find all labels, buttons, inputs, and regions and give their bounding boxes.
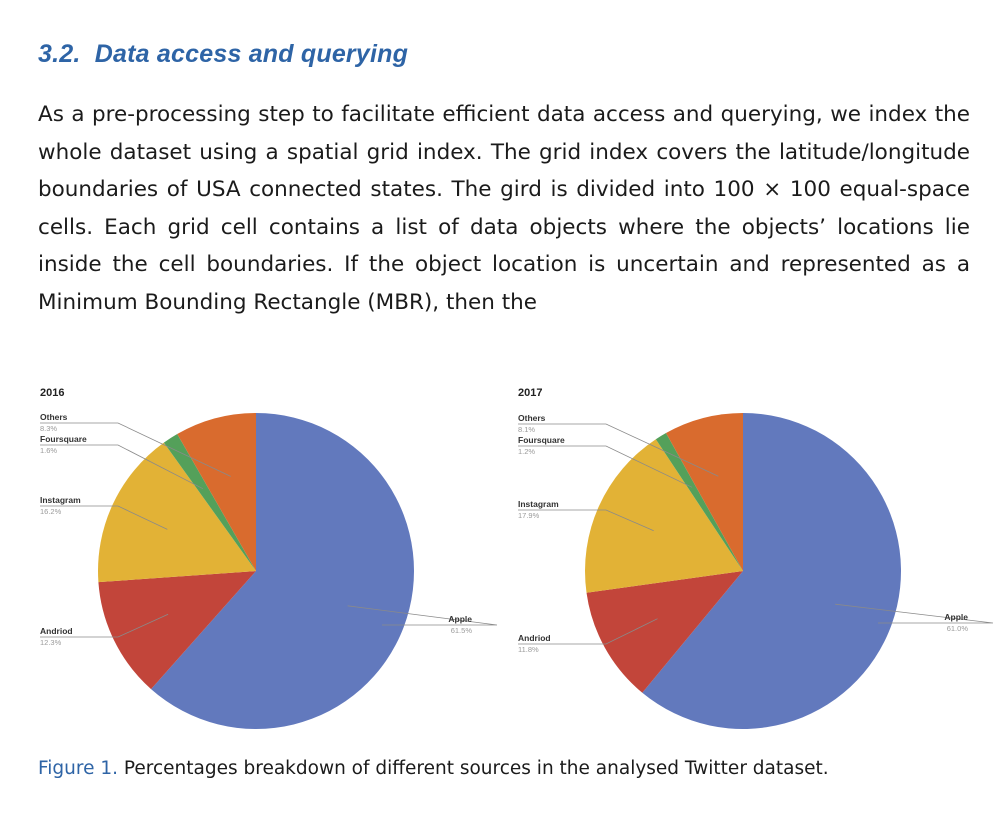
pie-slice-instagram bbox=[98, 442, 256, 583]
leader-line-andriod bbox=[40, 613, 169, 638]
body-paragraph: As a pre-processing step to facilitate e… bbox=[38, 102, 970, 315]
pie-slice-foursquare bbox=[163, 434, 256, 571]
chart-title: 2017 bbox=[518, 387, 542, 399]
slice-label-andriod: Andriod bbox=[518, 633, 551, 643]
slice-label-instagram: Instagram bbox=[40, 495, 81, 505]
pie-slice-foursquare bbox=[655, 433, 743, 571]
pie-slice-others bbox=[177, 413, 256, 571]
slice-percent-foursquare: 1.6% bbox=[40, 446, 57, 455]
pie-slice-apple bbox=[642, 413, 902, 729]
leader-line-others bbox=[518, 423, 719, 477]
pie-slice-apple bbox=[151, 413, 415, 729]
leader-line-instagram bbox=[518, 509, 654, 532]
pie-chart-2017: 2017 Apple 61.0% Andriod 11.8% Instagram 17.9%… bbox=[518, 387, 994, 729]
section-number: 3.2. bbox=[38, 40, 81, 68]
slice-percent-others: 8.1% bbox=[518, 425, 535, 434]
slice-label-others: Others bbox=[518, 413, 546, 423]
pie-chart-2016: 2016 Apple 61.5% Andriod 12.3% Instagram 16.2%… bbox=[40, 387, 498, 729]
slice-percent-apple: 61.5% bbox=[451, 626, 473, 635]
slice-label-others: Others bbox=[40, 412, 68, 422]
slice-label-apple: Apple bbox=[944, 612, 968, 622]
pie-slice-instagram bbox=[585, 439, 743, 593]
leader-line-instagram bbox=[40, 505, 168, 530]
leader-line-foursquare bbox=[518, 445, 693, 488]
slice-percent-apple: 61.0% bbox=[947, 624, 969, 633]
figure-caption-text: Percentages breakdown of different sourc… bbox=[123, 758, 829, 779]
leader-line-apple bbox=[347, 605, 498, 626]
slice-percent-andriod: 11.8% bbox=[518, 645, 539, 654]
slice-label-apple: Apple bbox=[448, 614, 472, 624]
pie-slice-others bbox=[666, 413, 743, 571]
section-title: Data access and querying bbox=[94, 40, 409, 68]
figure-label: Figure 1. bbox=[38, 758, 119, 779]
pie-slice-andriod bbox=[586, 571, 743, 693]
slice-percent-instagram: 16.2% bbox=[40, 507, 62, 516]
slice-percent-instagram: 17.9% bbox=[518, 511, 540, 520]
leader-line-apple bbox=[835, 603, 994, 624]
figure-charts: 2016 Apple 61.5% Andriod 12.3% Instagram 16.2%… bbox=[0, 378, 1001, 738]
slice-percent-others: 8.3% bbox=[40, 424, 57, 433]
slice-label-andriod: Andriod bbox=[40, 626, 73, 636]
leader-line-foursquare bbox=[40, 444, 204, 490]
slice-percent-andriod: 12.3% bbox=[40, 638, 62, 647]
slice-label-foursquare: Foursquare bbox=[518, 435, 565, 445]
chart-title: 2016 bbox=[40, 387, 64, 399]
slice-label-foursquare: Foursquare bbox=[40, 434, 87, 444]
slice-percent-foursquare: 1.2% bbox=[518, 447, 535, 456]
pie-slice-andriod bbox=[98, 571, 257, 690]
section-heading: 3.2. Data access and querying bbox=[38, 40, 408, 69]
leader-line-andriod bbox=[518, 618, 658, 645]
figure-caption: Figure 1. Percentages breakdown of diffe… bbox=[38, 758, 829, 779]
leader-line-others bbox=[40, 422, 231, 477]
slice-label-instagram: Instagram bbox=[518, 499, 559, 509]
